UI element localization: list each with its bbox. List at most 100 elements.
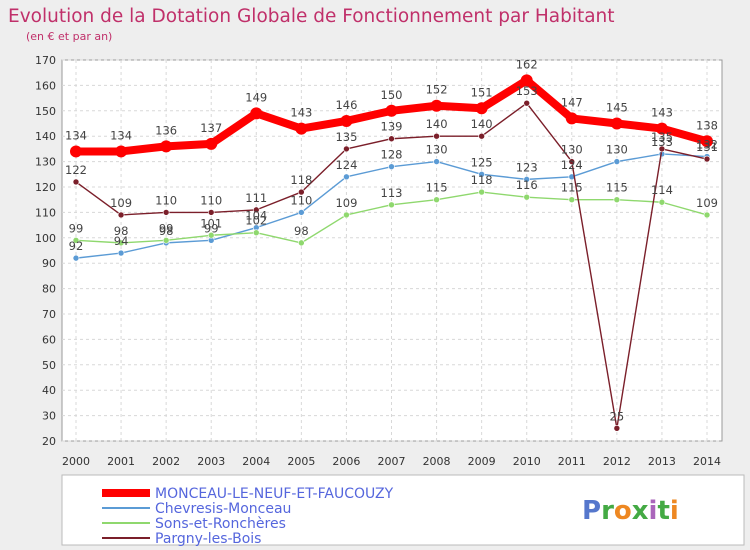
data-point (252, 229, 260, 237)
data-label: 136 (155, 123, 177, 137)
y-tick-label: 80 (42, 283, 56, 296)
data-label: 140 (426, 117, 448, 131)
data-label: 113 (381, 186, 403, 200)
data-point (207, 209, 215, 216)
data-point (162, 237, 170, 244)
data-label: 138 (696, 118, 718, 132)
data-point (162, 209, 170, 216)
data-point (298, 209, 305, 216)
data-point (613, 424, 621, 432)
data-label: 150 (381, 88, 403, 102)
legend-label: Sons-et-Ronchères (155, 516, 286, 532)
logo-letter: t (657, 496, 669, 526)
logo-letter: x (632, 496, 649, 526)
data-label: 110 (155, 193, 177, 207)
data-point (613, 196, 621, 203)
data-point (72, 178, 80, 186)
data-label: 153 (516, 84, 538, 98)
data-label: 98 (159, 224, 174, 238)
data-label: 130 (606, 143, 628, 157)
y-tick-label: 170 (35, 54, 56, 67)
legend-box (61, 474, 745, 546)
data-point (388, 201, 395, 209)
y-tick-label: 140 (35, 130, 56, 143)
plot-area (61, 59, 723, 442)
data-point (295, 122, 308, 135)
y-tick-label: 130 (35, 156, 56, 169)
x-tick-label: 2001 (107, 455, 135, 468)
data-point (703, 211, 711, 219)
data-label: 102 (245, 214, 267, 228)
data-point (703, 155, 711, 163)
x-tick-label: 2011 (558, 455, 586, 468)
data-label: 152 (426, 83, 448, 97)
data-label: 145 (606, 101, 628, 115)
data-point (388, 135, 395, 143)
logo-letter: P (582, 496, 601, 526)
data-point (388, 163, 395, 170)
data-point (252, 206, 260, 214)
data-point (207, 231, 215, 239)
proxiti-logo: Proxiti (582, 496, 679, 526)
x-tick-label: 2012 (603, 455, 631, 468)
data-point (655, 122, 668, 135)
data-label: 110 (200, 193, 222, 207)
data-point (205, 137, 218, 150)
data-point (430, 99, 443, 112)
x-tick-label: 2008 (423, 455, 451, 468)
data-point (568, 158, 576, 165)
data-point (658, 145, 666, 153)
data-label: 133 (651, 135, 673, 149)
axis-ticks: 20 30 40 50 60 70 80 90 100 110 120 130 140 150 160 170… (35, 54, 721, 468)
data-label: 123 (516, 160, 538, 174)
data-label: 109 (696, 196, 718, 210)
legend-label: Pargny-les-Bois (155, 531, 261, 547)
data-point (433, 196, 440, 203)
data-point (117, 211, 125, 219)
data-label: 109 (110, 196, 132, 210)
data-label: 135 (335, 130, 357, 144)
data-label: 139 (381, 120, 403, 134)
data-point (70, 145, 82, 158)
y-tick-label: 100 (35, 232, 56, 245)
y-tick-label: 60 (42, 333, 56, 346)
data-point (343, 211, 350, 219)
data-point (250, 107, 263, 120)
data-label: 124 (335, 158, 357, 172)
data-point (343, 145, 350, 153)
data-point (72, 254, 80, 262)
data-point (520, 74, 533, 87)
data-label: 116 (516, 178, 538, 192)
data-label: 99 (69, 221, 84, 235)
data-point (433, 132, 440, 140)
x-tick-label: 2005 (287, 455, 315, 468)
svg-text:Proxiti: Proxiti (582, 496, 679, 526)
x-tick-label: 2014 (693, 455, 721, 468)
data-point (568, 196, 576, 203)
y-tick-label: 50 (42, 359, 56, 372)
data-label: 94 (114, 234, 129, 248)
data-point (340, 114, 353, 127)
data-label: 130 (426, 143, 448, 157)
data-label: 128 (381, 148, 403, 162)
x-tick-label: 2002 (152, 455, 180, 468)
y-tick-label: 40 (42, 384, 56, 397)
data-label: 99 (159, 221, 174, 235)
data-point (523, 176, 531, 183)
data-label: 122 (65, 163, 87, 177)
data-label: 110 (290, 193, 312, 207)
data-point (478, 188, 485, 196)
y-tick-label: 20 (42, 435, 56, 448)
data-point (433, 158, 440, 165)
data-label: 162 (516, 57, 538, 71)
legend-label: MONCEAU-LE-NEUF-ET-FAUCOUZY (155, 486, 394, 502)
y-tick-label: 110 (35, 206, 56, 219)
data-label: 114 (651, 183, 673, 197)
logo-letter: o (614, 496, 632, 526)
data-label: 132 (696, 138, 718, 152)
data-label: 134 (65, 128, 87, 142)
data-label: 147 (561, 95, 583, 109)
data-point (523, 99, 531, 107)
